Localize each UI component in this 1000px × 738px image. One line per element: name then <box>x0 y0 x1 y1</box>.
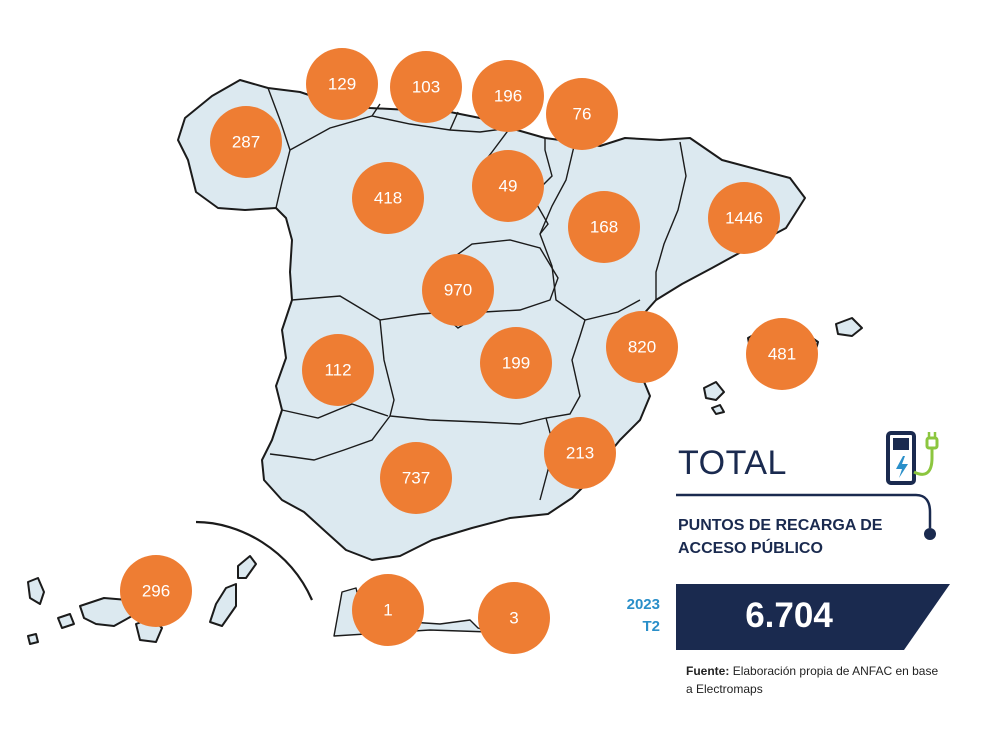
region-bubble-castilla-la-mancha: 199 <box>480 327 552 399</box>
bubble-value-castilla-la-mancha: 199 <box>502 354 530 373</box>
cable-line <box>676 493 936 540</box>
bubble-circle-asturias <box>306 48 378 120</box>
bubble-circle-cantabria <box>390 51 462 123</box>
source-text: Elaboración propia de ANFAC en base a El… <box>686 664 939 696</box>
border-clm <box>269 319 586 461</box>
bubble-value-andalucia: 737 <box>402 469 430 488</box>
region-bubble-melilla: 3 <box>478 582 550 654</box>
period-quarter: T2 <box>642 618 660 635</box>
region-bubble-ceuta: 1 <box>352 574 424 646</box>
bubble-value-castilla-y-leon: 418 <box>374 189 402 208</box>
bubble-circle-madrid <box>422 254 494 326</box>
bubble-circle-murcia <box>544 417 616 489</box>
region-bubble-canarias: 296 <box>120 555 192 627</box>
source-note: Fuente: Elaboración propia de ANFAC en b… <box>686 662 946 698</box>
canarias-tenerife <box>79 597 133 627</box>
bubble-value-cataluna: 1446 <box>725 209 763 228</box>
bubble-circle-castilla-y-leon <box>352 162 424 234</box>
baleares-ibiza <box>703 381 725 401</box>
bubble-value-murcia: 213 <box>566 444 594 463</box>
region-bubble-comunidad-valenciana: 820 <box>606 311 678 383</box>
bubble-circle-canarias <box>120 555 192 627</box>
bubble-value-melilla: 3 <box>509 609 518 628</box>
canarias-hierro <box>57 613 75 629</box>
baleares-menorca <box>835 317 863 337</box>
bubble-circle-baleares <box>746 318 818 390</box>
region-bubble-cantabria: 103 <box>390 51 462 123</box>
border-aragon <box>539 141 687 321</box>
total-subtitle: PUNTOS DE RECARGA DE ACCESO PÚBLICO <box>678 517 883 557</box>
bubble-value-navarra: 76 <box>573 105 592 124</box>
canarias-gomera <box>27 633 39 645</box>
region-bubble-asturias: 129 <box>306 48 378 120</box>
region-bubble-andalucia: 737 <box>380 442 452 514</box>
bubble-value-cantabria: 103 <box>412 78 440 97</box>
bubble-circle-navarra <box>546 78 618 150</box>
bubble-circle-aragon <box>568 191 640 263</box>
bubble-circle-la-rioja <box>472 150 544 222</box>
mainland-shape <box>177 79 806 561</box>
period-year: 2023 <box>626 596 660 613</box>
total-value: 6.704 <box>745 596 833 635</box>
region-bubble-madrid: 970 <box>422 254 494 326</box>
region-bubble-la-rioja: 49 <box>472 150 544 222</box>
bubble-value-baleares: 481 <box>768 345 796 364</box>
canarias-lapalma <box>27 577 45 605</box>
bubble-value-canarias: 296 <box>142 582 170 601</box>
region-bubble-castilla-y-leon: 418 <box>352 162 424 234</box>
source-label: Fuente: <box>686 664 730 678</box>
bubble-value-pais-vasco: 196 <box>494 87 522 106</box>
region-bubble-aragon: 168 <box>568 191 640 263</box>
bubble-circle-galicia <box>210 106 282 178</box>
bubble-value-madrid: 970 <box>444 281 472 300</box>
bubble-circle-andalucia <box>380 442 452 514</box>
border-cantabrian <box>289 103 511 151</box>
canarias-lanzarote <box>237 555 257 579</box>
region-bubble-extremadura: 112 <box>302 334 374 406</box>
ev-charger-icon <box>886 431 939 485</box>
bubble-circle-ceuta <box>352 574 424 646</box>
period-label: 2023 T2 <box>604 594 660 638</box>
total-banner <box>676 584 950 650</box>
bubble-circle-melilla <box>478 582 550 654</box>
bubble-value-asturias: 129 <box>328 75 356 94</box>
region-bubble-murcia: 213 <box>544 417 616 489</box>
canarias-arc <box>195 520 314 601</box>
bubble-value-ceuta: 1 <box>383 601 392 620</box>
region-bubble-galicia: 287 <box>210 106 282 178</box>
bubble-circle-extremadura <box>302 334 374 406</box>
baleares-formentera <box>711 404 725 415</box>
region-bubble-pais-vasco: 196 <box>472 60 544 132</box>
region-bubble-navarra: 76 <box>546 78 618 150</box>
bubble-value-extremadura: 112 <box>324 361 351 380</box>
bubble-value-la-rioja: 49 <box>499 177 518 196</box>
canarias-fuerteventura <box>209 583 237 627</box>
bubble-circle-castilla-la-mancha <box>480 327 552 399</box>
bubble-value-comunidad-valenciana: 820 <box>628 338 656 357</box>
bubble-circle-comunidad-valenciana <box>606 311 678 383</box>
region-bubble-cataluna: 1446 <box>708 182 780 254</box>
total-title: TOTAL <box>678 444 787 482</box>
region-bubble-baleares: 481 <box>746 318 818 390</box>
bubble-circle-cataluna <box>708 182 780 254</box>
bubble-value-aragon: 168 <box>590 218 618 237</box>
bubble-circle-pais-vasco <box>472 60 544 132</box>
bubble-value-galicia: 287 <box>232 133 260 152</box>
